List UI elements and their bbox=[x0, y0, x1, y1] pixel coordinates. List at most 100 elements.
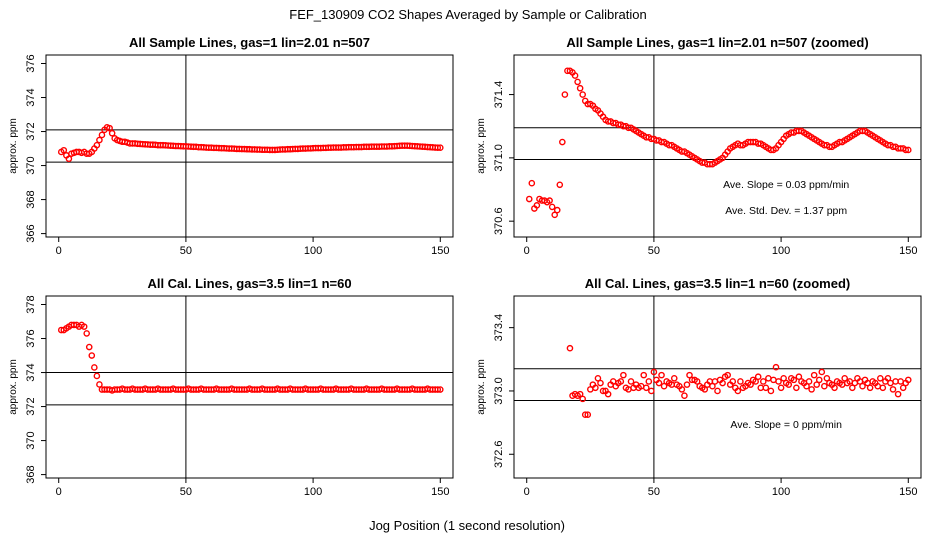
data-point bbox=[815, 376, 823, 384]
data-point bbox=[546, 197, 553, 204]
data-points bbox=[57, 123, 444, 163]
data-point bbox=[795, 373, 803, 381]
panel-annotation: Ave. Slope = 0.03 ppm/min bbox=[723, 179, 849, 191]
data-point bbox=[93, 141, 101, 149]
x-tick-label: 100 bbox=[772, 486, 790, 498]
panel-title: All Cal. Lines, gas=3.5 lin=1 n=60 bbox=[147, 276, 351, 291]
data-point bbox=[823, 374, 831, 382]
data-point bbox=[642, 384, 650, 392]
y-tick-label: 372 bbox=[25, 122, 37, 140]
data-point bbox=[780, 374, 787, 382]
x-tick-label: 50 bbox=[648, 245, 660, 257]
data-point bbox=[734, 387, 742, 395]
data-point bbox=[98, 131, 106, 139]
data-point bbox=[579, 91, 586, 98]
data-point bbox=[599, 387, 607, 395]
data-point bbox=[754, 373, 762, 381]
y-tick-label: 366 bbox=[25, 224, 37, 242]
data-point bbox=[818, 368, 826, 376]
x-tick-label: 100 bbox=[772, 245, 790, 257]
data-point bbox=[548, 203, 556, 211]
data-point bbox=[581, 411, 589, 418]
y-tick-label: 370 bbox=[25, 431, 37, 449]
data-point bbox=[884, 374, 892, 382]
data-point bbox=[752, 378, 759, 385]
y-tick-label: 370 bbox=[25, 156, 37, 174]
data-point bbox=[576, 390, 584, 398]
data-point bbox=[650, 368, 658, 376]
data-point bbox=[576, 84, 584, 92]
data-point bbox=[533, 202, 541, 209]
data-point bbox=[777, 384, 785, 392]
x-tick-label: 100 bbox=[304, 245, 322, 257]
y-tick-label: 374 bbox=[25, 88, 37, 106]
data-point bbox=[83, 330, 90, 337]
data-point bbox=[670, 374, 678, 382]
data-point bbox=[831, 384, 838, 392]
plot-frame bbox=[513, 295, 922, 479]
data-point bbox=[877, 374, 884, 382]
data-point bbox=[655, 379, 663, 387]
plot-frame bbox=[45, 295, 454, 479]
y-tick-label: 371.0 bbox=[493, 144, 505, 172]
data-points bbox=[525, 67, 912, 219]
data-point bbox=[604, 390, 612, 398]
data-point bbox=[904, 376, 912, 384]
data-point bbox=[772, 363, 780, 371]
x-tick-label: 50 bbox=[180, 245, 192, 257]
data-point bbox=[434, 144, 442, 152]
data-point bbox=[681, 392, 688, 400]
data-point bbox=[894, 390, 902, 398]
y-axis-label: approx. ppm bbox=[476, 118, 487, 174]
figure-xlabel: Jog Position (1 second resolution) bbox=[369, 518, 565, 533]
y-axis-label: approx. ppm bbox=[8, 118, 19, 174]
data-point bbox=[640, 371, 648, 379]
data-point bbox=[658, 371, 665, 379]
figure-title: FEF_130909 CO2 Shapes Averaged by Sample… bbox=[289, 7, 646, 22]
y-axis-label: approx. ppm bbox=[476, 359, 487, 415]
data-point bbox=[91, 364, 98, 371]
data-point bbox=[96, 136, 103, 144]
data-point bbox=[709, 382, 716, 390]
y-tick-label: 371.4 bbox=[493, 81, 505, 109]
data-point bbox=[678, 386, 686, 393]
data-point bbox=[902, 146, 910, 154]
data-point bbox=[904, 146, 912, 154]
y-tick-label: 378 bbox=[25, 295, 37, 313]
panel-annotation: Ave. Std. Dev. = 1.37 ppm bbox=[725, 205, 847, 217]
data-point bbox=[528, 179, 536, 187]
data-point bbox=[648, 387, 655, 395]
plot-frame bbox=[45, 54, 454, 238]
data-point bbox=[859, 382, 866, 390]
data-point bbox=[693, 378, 701, 385]
data-point bbox=[719, 379, 726, 387]
data-point bbox=[762, 384, 770, 392]
y-tick-label: 372 bbox=[25, 397, 37, 415]
data-point bbox=[645, 378, 653, 385]
data-point bbox=[737, 378, 744, 385]
data-point bbox=[617, 378, 625, 385]
data-point bbox=[810, 371, 818, 379]
data-point bbox=[747, 381, 754, 388]
x-tick-label: 0 bbox=[524, 486, 530, 498]
data-point bbox=[592, 384, 599, 392]
data-point bbox=[767, 387, 775, 395]
x-tick-label: 50 bbox=[180, 486, 192, 498]
data-point bbox=[584, 411, 592, 418]
data-point bbox=[808, 386, 815, 393]
x-tick-label: 50 bbox=[648, 486, 660, 498]
data-point bbox=[889, 386, 897, 393]
data-point bbox=[660, 382, 668, 390]
panel-title: All Sample Lines, gas=1 lin=2.01 n=507 bbox=[129, 35, 370, 50]
data-point bbox=[866, 384, 874, 392]
data-point bbox=[714, 387, 721, 395]
data-point bbox=[96, 381, 103, 388]
x-tick-label: 100 bbox=[304, 486, 322, 498]
data-point bbox=[65, 155, 73, 163]
data-point bbox=[729, 378, 737, 385]
data-point bbox=[106, 124, 113, 132]
data-point bbox=[571, 72, 579, 79]
data-point bbox=[579, 395, 586, 403]
panel-annotation: Ave. Slope = 0 ppm/min bbox=[730, 419, 842, 431]
data-point bbox=[899, 384, 907, 392]
